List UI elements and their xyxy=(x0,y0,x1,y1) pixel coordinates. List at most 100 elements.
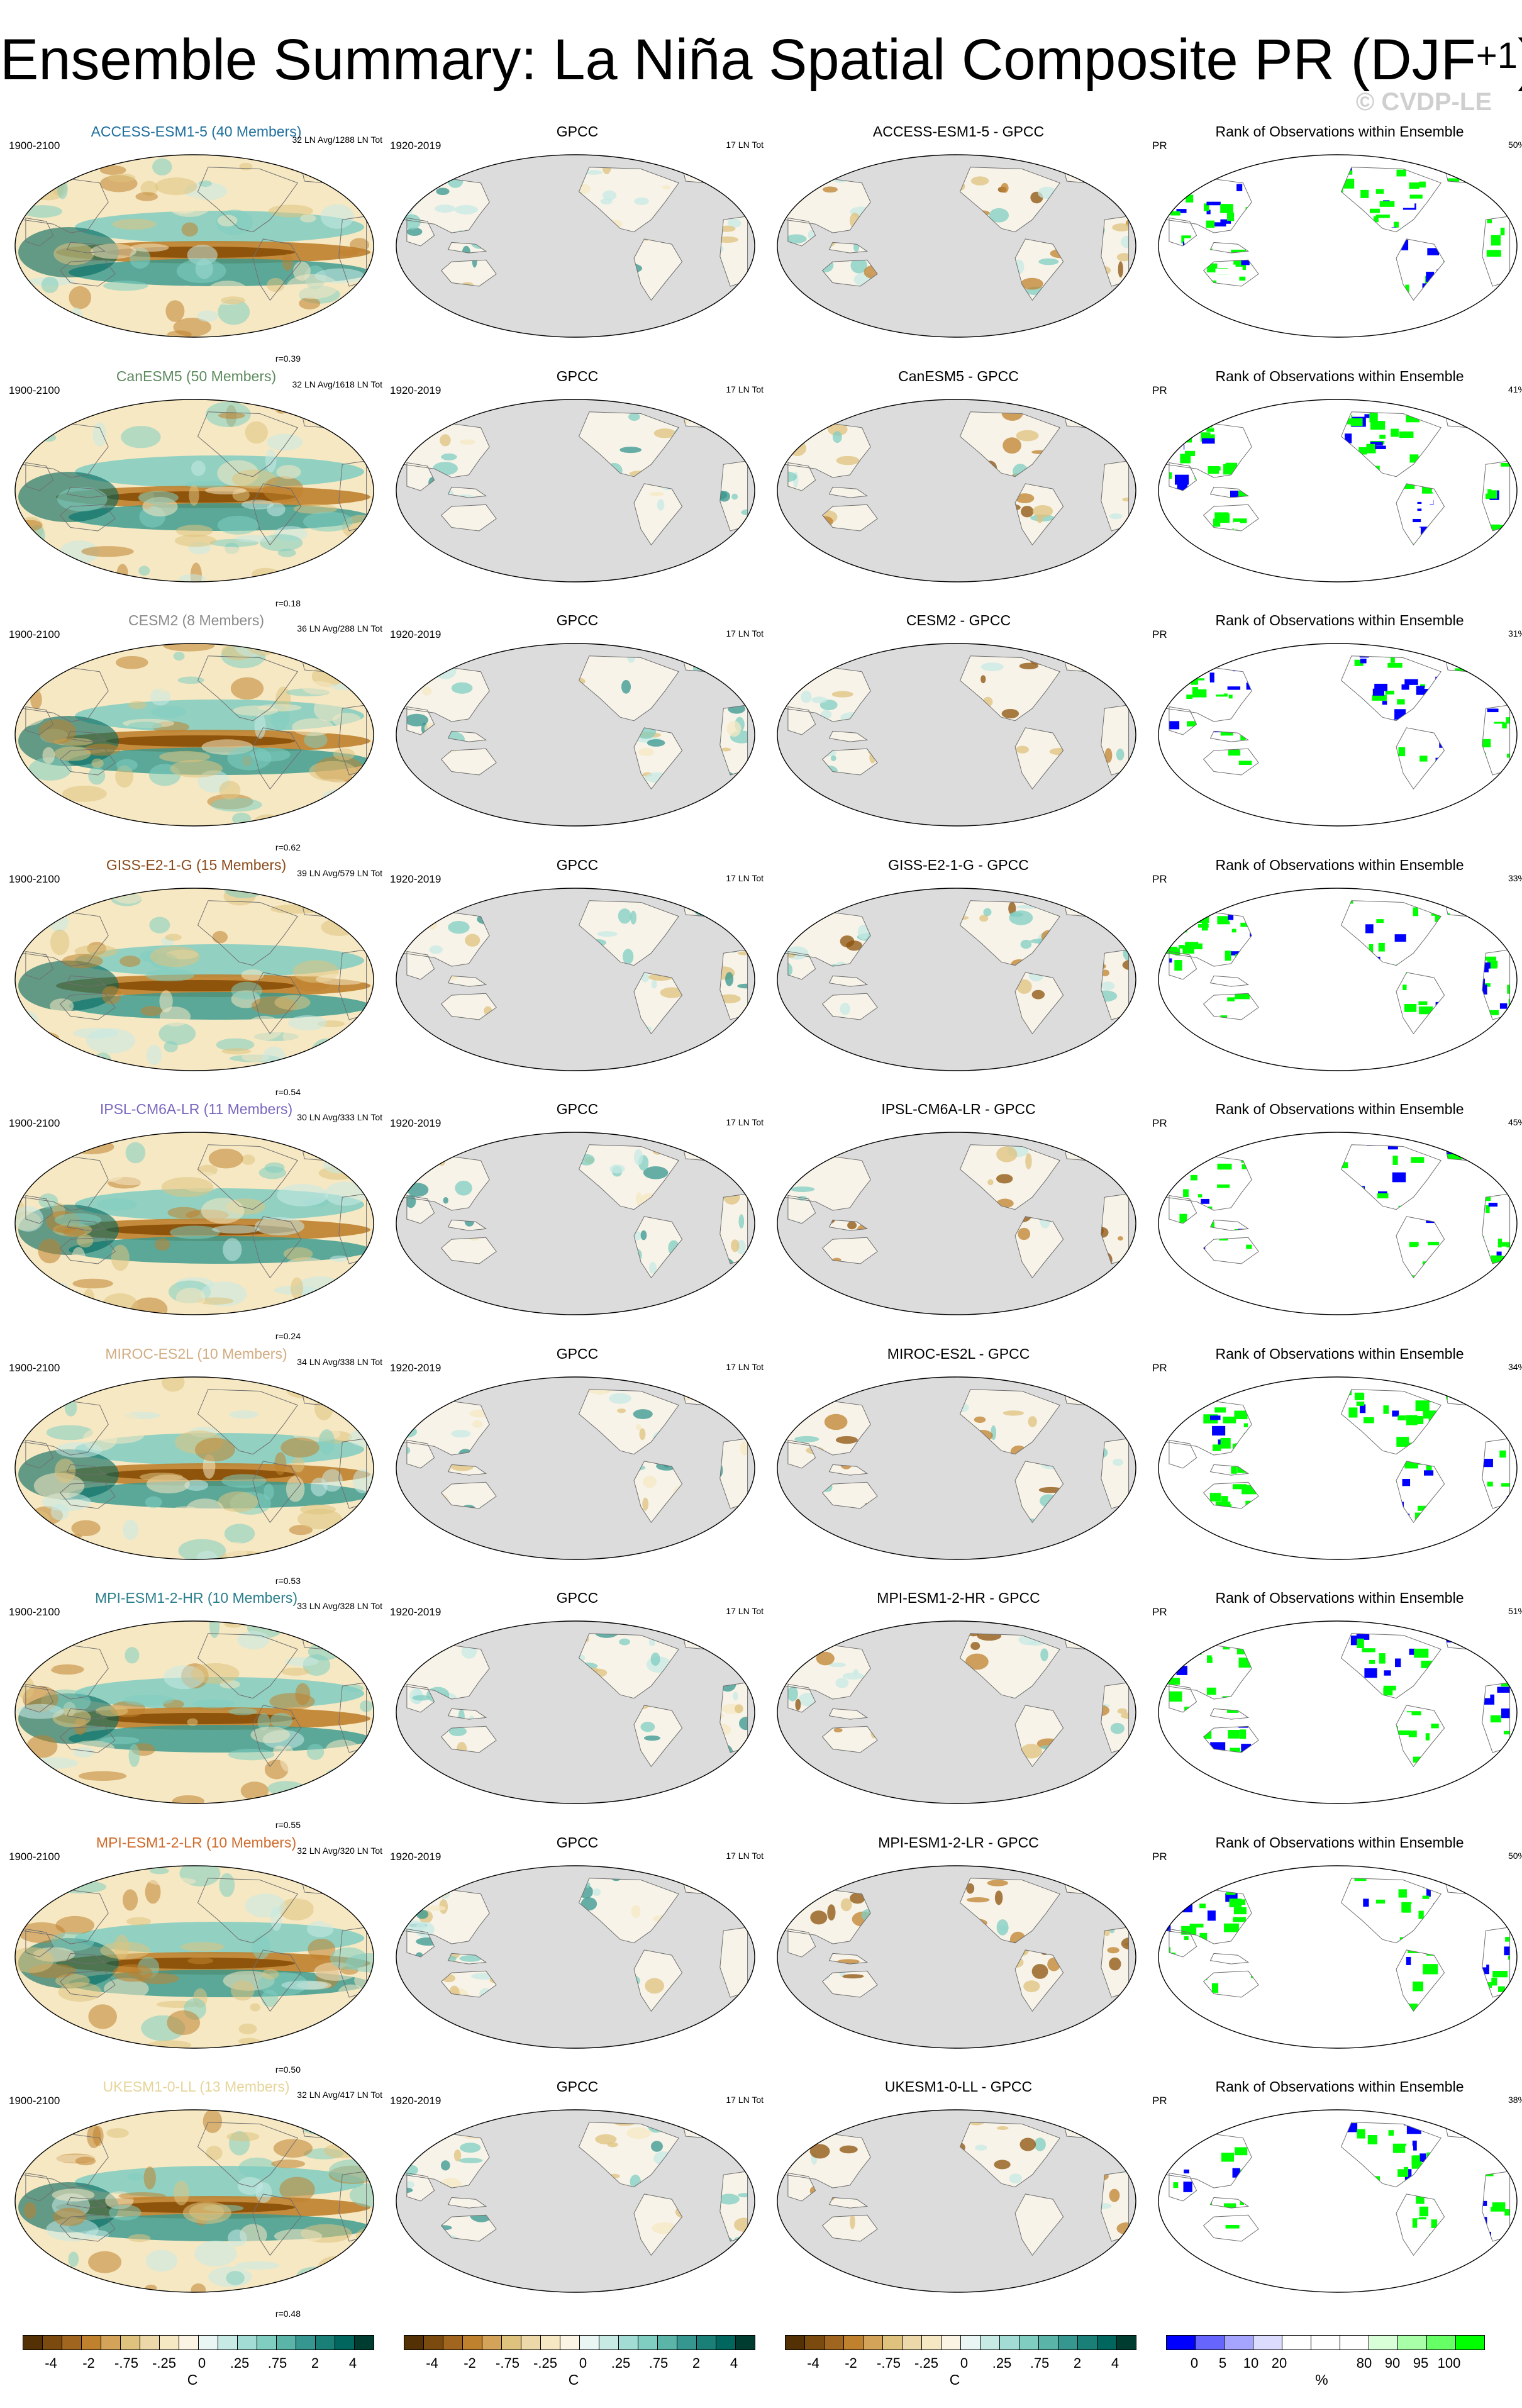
model-panel-title: CanESM5 (50 Members) xyxy=(116,368,277,384)
diff-panel-title: IPSL-CM6A-LR - GPCC xyxy=(881,1101,1036,1117)
obs-panel-left-label: 1920-2019 xyxy=(390,384,442,396)
obs-map xyxy=(396,888,755,1071)
rank-map xyxy=(1158,888,1518,1071)
rank-panel-left-label: PR xyxy=(1152,1851,1167,1863)
colorbar-cell xyxy=(404,2336,424,2349)
colorbar-cell xyxy=(736,2336,755,2349)
diff-panel-title: GISS-E2-1-G - GPCC xyxy=(888,857,1029,873)
rank-panel-title: Rank of Observations within Ensemble xyxy=(1215,1834,1464,1851)
obs-panel-title: GPCC xyxy=(556,1101,599,1117)
colorbar-unit: % xyxy=(1315,2372,1328,2388)
colorbar-tick: 4 xyxy=(730,2355,738,2371)
colorbar-tick: 80 xyxy=(1356,2355,1372,2371)
colorbar-cell xyxy=(560,2336,580,2349)
rank-panel-title: Rank of Observations within Ensemble xyxy=(1215,857,1464,873)
obs-count-label: 17 LN Tot xyxy=(726,628,764,638)
diff-panel: CESM2 - GPCC xyxy=(770,612,1147,856)
obs-panel-left-label: 1920-2019 xyxy=(390,1117,442,1129)
rank-panel-left-label: PR xyxy=(1152,140,1167,152)
colorbar-cell xyxy=(1078,2336,1097,2349)
model-map xyxy=(14,1620,374,1804)
colorbar-cell xyxy=(443,2336,463,2349)
obs-panel-title: GPCC xyxy=(556,2078,599,2095)
colorbar-unit: C xyxy=(187,2372,198,2388)
rank-panel: Rank of Observations within Ensemble PR 50… xyxy=(1151,123,1522,367)
model-panel-left-label: 1900-2100 xyxy=(9,1851,60,1863)
ensemble-count-label: 34 LN Avg/338 LN Tot xyxy=(297,1357,382,1367)
rank-panel-title: Rank of Observations within Ensemble xyxy=(1215,1346,1464,1362)
colorbar-cell xyxy=(296,2336,316,2349)
colorbar-cell xyxy=(521,2336,541,2349)
colorbar-tick: 2 xyxy=(1073,2355,1082,2371)
colorbar-tick: -.75 xyxy=(114,2355,138,2371)
rank-panel-title: Rank of Observations within Ensemble xyxy=(1215,1101,1464,1117)
colorbar-cell xyxy=(1117,2336,1136,2349)
colorbar-tick: 90 xyxy=(1384,2355,1401,2371)
rank-percent-label: 34% xyxy=(1508,1362,1522,1372)
colorbar-cell xyxy=(277,2336,296,2349)
obs-panel-title: GPCC xyxy=(556,612,599,628)
colorbar-cell xyxy=(825,2336,844,2349)
rank-panel-title: Rank of Observations within Ensemble xyxy=(1215,123,1464,140)
rank-percent-label: 45% xyxy=(1508,1117,1522,1127)
rank-panel-left-label: PR xyxy=(1152,2095,1167,2107)
model-map xyxy=(14,1132,374,1315)
diff-map xyxy=(777,154,1136,338)
model-panel-title: MPI-ESM1-2-HR (10 Members) xyxy=(94,1590,298,1606)
colorbar-cells xyxy=(785,2335,1136,2350)
obs-panel: GPCC 1920-2019 17 LN Tot xyxy=(389,1101,766,1345)
colorbar-cell xyxy=(1039,2336,1058,2349)
obs-panel-title: GPCC xyxy=(556,1346,599,1362)
colorbar-tick: 0 xyxy=(197,2355,206,2371)
colorbar-cell xyxy=(922,2336,942,2349)
obs-panel: GPCC 1920-2019 17 LN Tot xyxy=(389,1346,766,1590)
model-panel-left-label: 1900-2100 xyxy=(9,1606,60,1618)
diff-panel-title: ACCESS-ESM1-5 - GPCC xyxy=(872,123,1045,140)
ensemble-count-label: 32 LN Avg/1288 LN Tot xyxy=(292,135,382,145)
model-panel-left-label: 1900-2100 xyxy=(9,384,60,396)
diff-panel: GISS-E2-1-G - GPCC xyxy=(770,857,1147,1101)
colorbar-cell xyxy=(1398,2336,1427,2349)
colorbar-tick: 4 xyxy=(348,2355,357,2371)
diff-panel: ACCESS-ESM1-5 - GPCC xyxy=(770,123,1147,367)
rank-panel-left-label: PR xyxy=(1152,628,1167,640)
colorbar-cell xyxy=(1282,2336,1311,2349)
colorbar-tick: .75 xyxy=(648,2355,669,2371)
model-panel-title: UKESM1-0-LL (13 Members) xyxy=(103,2078,290,2095)
colorbar-cell xyxy=(1311,2336,1340,2349)
ensemble-count-label: 39 LN Avg/579 LN Tot xyxy=(297,868,382,878)
obs-panel: GPCC 1920-2019 17 LN Tot xyxy=(389,2078,766,2322)
ensemble-count-label: 32 LN Avg/320 LN Tot xyxy=(297,1846,382,1856)
colorbar-tick: 100 xyxy=(1437,2355,1461,2371)
rank-map xyxy=(1158,1865,1518,2049)
ensemble-count-label: 30 LN Avg/333 LN Tot xyxy=(297,1112,382,1122)
obs-count-label: 17 LN Tot xyxy=(726,1851,764,1861)
diff-panel-title: MPI-ESM1-2-LR - GPCC xyxy=(878,1834,1039,1851)
rank-panel: Rank of Observations within Ensemble PR 45… xyxy=(1151,1101,1522,1345)
colorbar-tick: -.25 xyxy=(152,2355,176,2371)
rank-map xyxy=(1158,399,1518,582)
colorbar-tick: 2 xyxy=(692,2355,701,2371)
obs-panel-title: GPCC xyxy=(556,1590,599,1606)
colorbar-cell xyxy=(1167,2336,1196,2349)
obs-map xyxy=(396,399,755,582)
obs-panel: GPCC 1920-2019 17 LN Tot xyxy=(389,612,766,856)
diff-map xyxy=(777,1376,1136,1560)
model-panel-title: GISS-E2-1-G (15 Members) xyxy=(106,857,287,873)
diff-map xyxy=(777,399,1136,582)
ensemble-count-label: 36 LN Avg/288 LN Tot xyxy=(297,623,382,633)
colorbar-cell xyxy=(82,2336,101,2349)
colorbar-tick: -4 xyxy=(45,2355,57,2371)
colorbar-cell xyxy=(101,2336,121,2349)
obs-map xyxy=(396,154,755,338)
diff-panel: CanESM5 - GPCC xyxy=(770,368,1147,612)
rank-panel: Rank of Observations within Ensemble PR 50… xyxy=(1151,1834,1522,2078)
rank-map xyxy=(1158,1620,1518,1804)
rank-panel-title: Rank of Observations within Ensemble xyxy=(1215,2078,1464,2095)
model-panel-title: CESM2 (8 Members) xyxy=(128,612,264,628)
model-map xyxy=(14,643,374,827)
colorbar-cell xyxy=(1253,2336,1282,2349)
colorbar-cell xyxy=(218,2336,238,2349)
obs-panel-left-label: 1920-2019 xyxy=(390,1362,442,1374)
rank-map xyxy=(1158,1376,1518,1560)
